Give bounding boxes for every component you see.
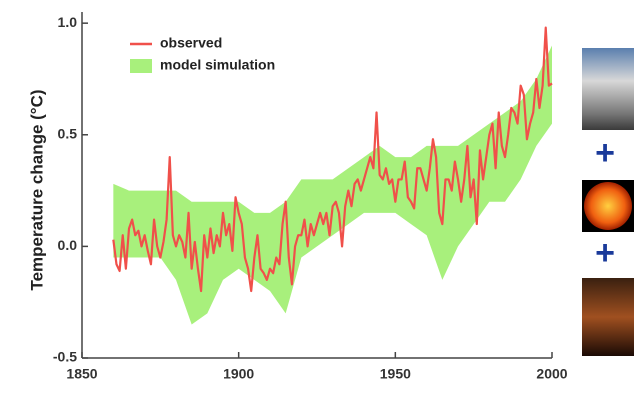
x-tick-label: 1900 <box>223 366 254 382</box>
y-axis-label: Temperature change (°C) <box>27 89 46 290</box>
observed-line <box>112 26 553 293</box>
legend-swatch <box>130 59 152 73</box>
x-tick-label: 1950 <box>380 366 411 382</box>
legend-label: observed <box>160 35 222 51</box>
sun-image <box>584 182 632 230</box>
x-tick-label: 1850 <box>66 366 97 382</box>
model-band <box>113 45 552 325</box>
industry-image <box>582 278 634 356</box>
volcano-image <box>582 48 634 130</box>
plus-icon: + <box>595 234 615 272</box>
y-tick-label: 0.5 <box>58 125 78 141</box>
y-tick-label: 1.0 <box>58 14 78 30</box>
x-tick-label: 2000 <box>536 366 567 382</box>
y-tick-label: -0.5 <box>53 349 77 365</box>
plus-icon: + <box>595 134 615 172</box>
legend-label: model simulation <box>160 57 275 73</box>
y-tick-label: 0.0 <box>58 237 78 253</box>
